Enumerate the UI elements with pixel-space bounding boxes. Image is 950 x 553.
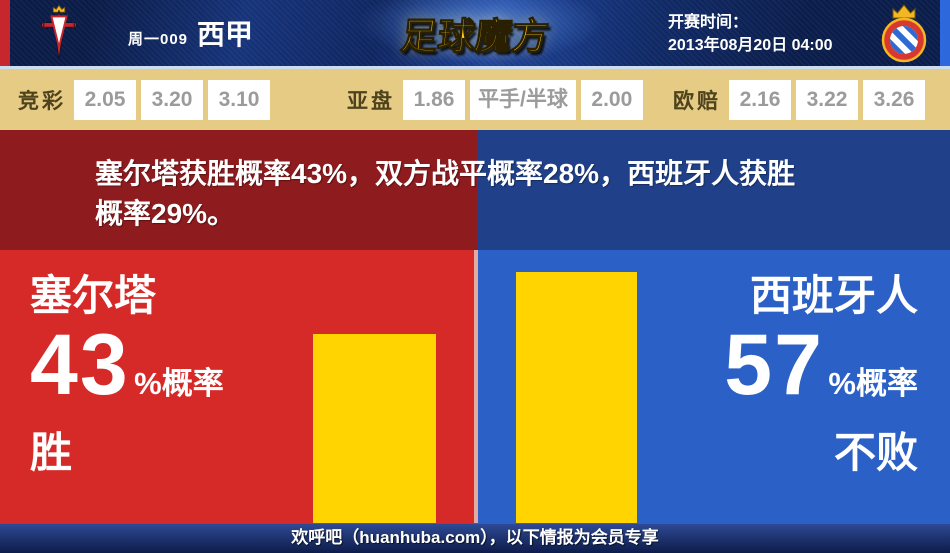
panel-divider (474, 250, 478, 523)
yapan-label: 亚盘 (347, 89, 395, 113)
jingcai-home-odds: 2.05 (74, 79, 136, 120)
right-blue-stripe (940, 0, 950, 66)
yapan-odds-group: 亚盘 1.86 平手/半球 2.00 (347, 79, 648, 120)
jingcai-away-odds: 3.10 (208, 79, 270, 120)
away-panel: 西班牙人 57 %概率 不败 (724, 272, 918, 480)
match-info: 周一009 西甲 (128, 13, 253, 53)
footer-text: 欢呼吧（huanhuba.com），以下情报为会员专享 (291, 528, 659, 547)
analysis-away-background (477, 130, 950, 250)
away-percent-value: 57 (724, 317, 824, 414)
brand-logo: 足球魔方 (398, 15, 552, 57)
celta-crest-icon (40, 3, 78, 68)
oupei-label: 欧赔 (673, 89, 721, 113)
home-outcome: 胜 (30, 428, 73, 476)
analysis-band: 塞尔塔获胜概率43%，双方战平概率28%，西班牙人获胜 概率29%。 (0, 130, 950, 250)
yapan-away-odds: 2.00 (580, 79, 643, 120)
home-percent-suffix: %概率 (134, 366, 224, 402)
kickoff-datetime: 2013年08月20日 04:00 (668, 37, 833, 54)
espanyol-crest-icon (878, 2, 930, 69)
away-percent-row: 57 %概率 (724, 322, 918, 408)
probability-band: 塞尔塔 43 %概率 胜 西班牙人 57 %概率 不败 (0, 250, 950, 523)
analysis-line-1: 塞尔塔获胜概率43%，双方战平概率28%，西班牙人获胜 (95, 158, 796, 189)
home-panel: 塞尔塔 43 %概率 胜 (30, 272, 224, 480)
jingcai-draw-odds: 3.20 (141, 79, 203, 120)
jingcai-label: 竞彩 (18, 89, 66, 113)
analysis-text: 塞尔塔获胜概率43%，双方战平概率28%，西班牙人获胜 概率29%。 (95, 154, 895, 234)
jingcai-odds-group: 竞彩 2.05 3.20 3.10 (18, 79, 275, 120)
league-name: 西甲 (197, 19, 254, 50)
home-percent-value: 43 (30, 317, 130, 414)
header-separator (0, 66, 950, 69)
away-prob-bar (516, 272, 637, 523)
match-code: 周一009 (128, 31, 189, 48)
home-prob-bar (313, 334, 436, 523)
kickoff-info: 开赛时间： 2013年08月20日 04:00 (668, 11, 833, 57)
oupei-odds-group: 欧赔 2.16 3.22 3.26 (673, 79, 930, 120)
footer-banner: 欢呼吧（huanhuba.com），以下情报为会员专享 (0, 523, 950, 553)
analysis-home-background (0, 130, 477, 250)
odds-strip: 竞彩 2.05 3.20 3.10 亚盘 1.86 平手/半球 2.00 欧赔 … (0, 69, 950, 130)
analysis-line-2: 概率29%。 (95, 198, 236, 229)
home-percent-row: 43 %概率 (30, 322, 224, 408)
away-team-name: 西班牙人 (749, 272, 918, 319)
oupei-away-odds: 3.26 (863, 79, 925, 120)
oupei-home-odds: 2.16 (729, 79, 791, 120)
yapan-handicap: 平手/半球 (470, 79, 576, 120)
away-percent-suffix: %概率 (828, 366, 918, 402)
away-outcome: 不败 (833, 428, 918, 476)
header: 周一009 西甲 足球魔方 开赛时间： 2013年08月20日 04:00 (0, 0, 950, 66)
yapan-home-odds: 1.86 (403, 79, 465, 120)
left-red-stripe (0, 0, 10, 66)
kickoff-label: 开赛时间： (668, 14, 749, 31)
oupei-draw-odds: 3.22 (796, 79, 858, 120)
home-team-name: 塞尔塔 (30, 272, 157, 319)
